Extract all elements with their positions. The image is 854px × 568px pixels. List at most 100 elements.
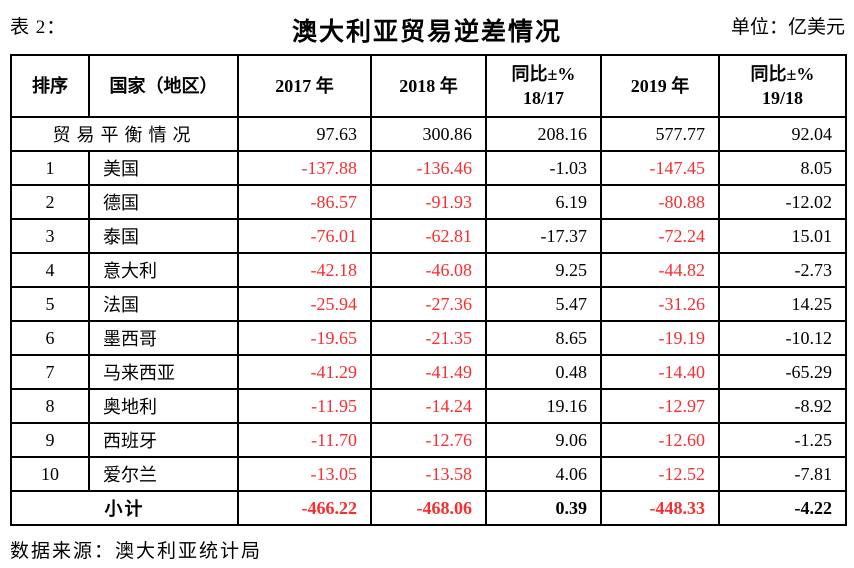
value-cell: -27.36	[370, 286, 487, 322]
value-cell: -12.60	[600, 422, 720, 458]
value-cell: -2.73	[718, 252, 847, 288]
country-cell: 墨西哥	[88, 320, 239, 356]
value-cell: -72.24	[600, 218, 720, 254]
value-cell: -21.35	[370, 320, 487, 356]
value-cell: -42.18	[237, 252, 372, 288]
value-cell: -41.29	[237, 354, 372, 390]
value-cell: 6.19	[485, 184, 602, 220]
table-row: 4 意大利 -42.18 -46.08 9.25 -44.82 -2.73	[10, 252, 847, 288]
value-cell: -147.45	[600, 150, 720, 186]
unit-label: 单位：亿美元	[730, 17, 845, 38]
country-cell: 意大利	[88, 252, 239, 288]
caption-bar: 表 2： 澳大利亚贸易逆差情况 单位：亿美元	[0, 0, 854, 54]
trade-deficit-table: 排序 国家（地区） 2017 年 2018 年 同比±% 18/17 2019 …	[10, 54, 847, 526]
value-cell: -448.33	[600, 490, 720, 526]
rank-cell: 7	[10, 354, 90, 390]
value-cell: -65.29	[718, 354, 847, 390]
value-cell: 4.06	[485, 456, 602, 492]
value-cell: -12.52	[600, 456, 720, 492]
value-cell: -76.01	[237, 218, 372, 254]
value-cell: -80.88	[600, 184, 720, 220]
rank-cell: 4	[10, 252, 90, 288]
rank-cell: 3	[10, 218, 90, 254]
value-cell: 0.39	[485, 490, 602, 526]
table-row: 10 爱尔兰 -13.05 -13.58 4.06 -12.52 -7.81	[10, 456, 847, 492]
header-cell-rank: 排序	[10, 54, 90, 118]
data-source-note: 数据来源：澳大利亚统计局	[10, 541, 263, 562]
table-row: 7 马来西亚 -41.29 -41.49 0.48 -14.40 -65.29	[10, 354, 847, 390]
rank-cell: 2	[10, 184, 90, 220]
rank-cell: 9	[10, 422, 90, 458]
value-cell: -136.46	[370, 150, 487, 186]
value-cell: -86.57	[237, 184, 372, 220]
value-cell: -19.65	[237, 320, 372, 356]
country-cell: 马来西亚	[88, 354, 239, 390]
rank-cell: 5	[10, 286, 90, 322]
value-cell: 0.48	[485, 354, 602, 390]
country-cell: 奥地利	[88, 388, 239, 424]
value-cell: -1.03	[485, 150, 602, 186]
value-cell: -44.82	[600, 252, 720, 288]
header-cell-2018: 2018 年	[370, 54, 487, 118]
header-cell-2017: 2017 年	[237, 54, 372, 118]
header-cell-yoy-19-18: 同比±% 19/18	[718, 54, 847, 118]
value-cell: 208.16	[485, 116, 602, 152]
country-cell: 法国	[88, 286, 239, 322]
total-row-label: 小计	[10, 490, 239, 526]
value-cell: 19.16	[485, 388, 602, 424]
value-cell: -13.58	[370, 456, 487, 492]
value-cell: -8.92	[718, 388, 847, 424]
value-cell: 8.05	[718, 150, 847, 186]
header-row: 排序 国家（地区） 2017 年 2018 年 同比±% 18/17 2019 …	[10, 54, 847, 118]
value-cell: -31.26	[600, 286, 720, 322]
value-cell: 9.06	[485, 422, 602, 458]
value-cell: -137.88	[237, 150, 372, 186]
balance-row: 贸易平衡情况 97.63 300.86 208.16 577.77 92.04	[10, 116, 847, 152]
value-cell: -10.12	[718, 320, 847, 356]
value-cell: -25.94	[237, 286, 372, 322]
value-cell: -12.97	[600, 388, 720, 424]
value-cell: -46.08	[370, 252, 487, 288]
value-cell: -1.25	[718, 422, 847, 458]
table-row: 3 泰国 -76.01 -62.81 -17.37 -72.24 15.01	[10, 218, 847, 254]
value-cell: -14.24	[370, 388, 487, 424]
country-cell: 泰国	[88, 218, 239, 254]
value-cell: 8.65	[485, 320, 602, 356]
header-cell-2019: 2019 年	[600, 54, 720, 118]
header-cell-yoy-18-17: 同比±% 18/17	[485, 54, 602, 118]
table-row: 2 德国 -86.57 -91.93 6.19 -80.88 -12.02	[10, 184, 847, 220]
table-row: 1 美国 -137.88 -136.46 -1.03 -147.45 8.05	[10, 150, 847, 186]
rank-cell: 10	[10, 456, 90, 492]
value-cell: -12.02	[718, 184, 847, 220]
rank-cell: 6	[10, 320, 90, 356]
country-cell: 德国	[88, 184, 239, 220]
table-row: 8 奥地利 -11.95 -14.24 19.16 -12.97 -8.92	[10, 388, 847, 424]
value-cell: -12.76	[370, 422, 487, 458]
value-cell: -41.49	[370, 354, 487, 390]
value-cell: -17.37	[485, 218, 602, 254]
value-cell: -13.05	[237, 456, 372, 492]
value-cell: -62.81	[370, 218, 487, 254]
value-cell: 15.01	[718, 218, 847, 254]
value-cell: -19.19	[600, 320, 720, 356]
table-row: 6 墨西哥 -19.65 -21.35 8.65 -19.19 -10.12	[10, 320, 847, 356]
country-cell: 美国	[88, 150, 239, 186]
value-cell: 97.63	[237, 116, 372, 152]
value-cell: 9.25	[485, 252, 602, 288]
value-cell: -4.22	[718, 490, 847, 526]
balance-row-label: 贸易平衡情况	[10, 116, 239, 152]
value-cell: -7.81	[718, 456, 847, 492]
value-cell: 5.47	[485, 286, 602, 322]
table-number-label: 表 2：	[10, 17, 67, 38]
table-row: 5 法国 -25.94 -27.36 5.47 -31.26 14.25	[10, 286, 847, 322]
rank-cell: 8	[10, 388, 90, 424]
country-cell: 爱尔兰	[88, 456, 239, 492]
value-cell: 14.25	[718, 286, 847, 322]
value-cell: 577.77	[600, 116, 720, 152]
value-cell: -466.22	[237, 490, 372, 526]
value-cell: 92.04	[718, 116, 847, 152]
country-cell: 西班牙	[88, 422, 239, 458]
rank-cell: 1	[10, 150, 90, 186]
table-row: 9 西班牙 -11.70 -12.76 9.06 -12.60 -1.25	[10, 422, 847, 458]
page-title: 澳大利亚贸易逆差情况	[291, 19, 562, 46]
